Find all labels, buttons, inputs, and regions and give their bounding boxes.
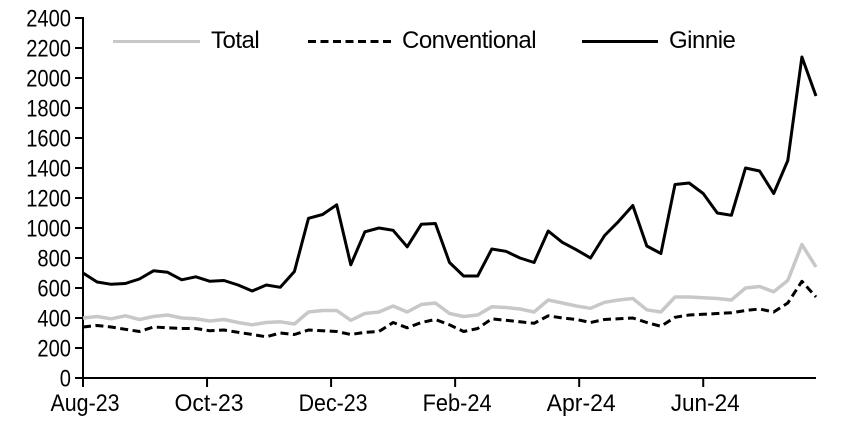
x-tick-label: Oct-23 bbox=[175, 390, 244, 417]
y-tick-label: 2400 bbox=[26, 6, 71, 33]
legend-label-total: Total bbox=[211, 27, 260, 54]
total-line bbox=[82, 242, 818, 327]
y-tick-label: 1000 bbox=[26, 216, 71, 243]
y-tick-label: 2200 bbox=[26, 36, 71, 63]
ginnie-line-sample bbox=[582, 39, 658, 43]
y-tick-label: 0 bbox=[60, 366, 71, 393]
legend-item-total: Total bbox=[113, 27, 260, 55]
y-tick-label: 1600 bbox=[26, 126, 71, 153]
x-tick-label: Dec-23 bbox=[299, 390, 368, 417]
x-tick-label: Aug-23 bbox=[51, 390, 120, 417]
legend-item-ginnie: Ginnie bbox=[582, 27, 736, 55]
y-tick-label: 1800 bbox=[26, 96, 71, 123]
x-tick-label: Apr-24 bbox=[547, 390, 616, 417]
legend-item-conventional: Conventional bbox=[308, 27, 537, 55]
legend-label-ginnie: Ginnie bbox=[669, 27, 736, 54]
legend-label-conventional: Conventional bbox=[402, 27, 537, 54]
y-tick-label: 1400 bbox=[26, 156, 71, 183]
conventional-line-sample bbox=[308, 39, 391, 43]
y-tick-label: 800 bbox=[37, 246, 71, 273]
y-tick-label: 2000 bbox=[26, 66, 71, 93]
conventional-line bbox=[82, 279, 818, 339]
total-line-sample bbox=[113, 39, 200, 43]
ginnie-line bbox=[82, 55, 818, 293]
y-tick-label: 1200 bbox=[26, 186, 71, 213]
y-tick-label: 400 bbox=[37, 306, 71, 333]
y-tick-label: 600 bbox=[37, 276, 71, 303]
legend: Total Conventional Ginnie bbox=[0, 27, 852, 55]
x-tick-label: Feb-24 bbox=[423, 390, 492, 417]
y-tick-label: 200 bbox=[37, 336, 71, 363]
x-tick-label: Jun-24 bbox=[671, 390, 740, 417]
